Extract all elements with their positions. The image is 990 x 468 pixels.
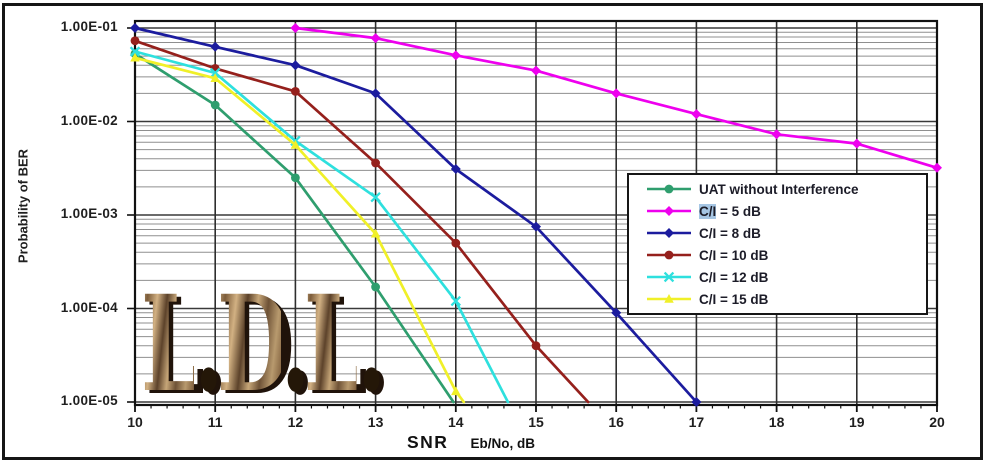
x-tick-label: 19: [849, 414, 865, 430]
legend-marker-triangle-icon: [647, 294, 691, 303]
legend: UAT without Interference C/I = 5 dB C/I = …: [627, 173, 928, 315]
y-tick-label: 1.00E-05: [60, 393, 118, 408]
x-tick-label: 15: [528, 414, 544, 430]
x-tick-label: 14: [448, 414, 464, 430]
legend-item-label: C/I = 5 dB: [699, 203, 761, 219]
x-tick-label: 17: [688, 414, 705, 430]
legend-item: C/I = 15 dB: [645, 290, 922, 308]
legend-item: C/I = 5 dB: [645, 202, 922, 220]
x-tick-label: 20: [929, 414, 945, 430]
legend-item: C/I = 12 dB: [645, 268, 922, 286]
series-c-i-8-db: [130, 23, 702, 407]
y-tick-label: 1.00E-02: [60, 112, 118, 128]
legend-marker-diamond-icon: [647, 206, 691, 216]
legend-marker-x-icon: [647, 271, 691, 283]
x-axis-title: SNR Eb/No, dB: [407, 432, 535, 453]
x-tick-label: 11: [207, 414, 223, 430]
x-tick-label: 10: [127, 414, 143, 430]
x-tick-label: 18: [768, 414, 785, 430]
legend-item: C/I = 8 dB: [645, 224, 922, 242]
legend-item: C/I = 10 dB: [645, 246, 922, 264]
series-c-i-10-db: [130, 36, 590, 404]
legend-item: UAT without Interference: [645, 180, 922, 198]
x-axis-title-units: Eb/No, dB: [470, 436, 535, 451]
series-c-i-15-db: [130, 52, 466, 404]
x-tick-label: 16: [608, 414, 624, 430]
legend-item-label: UAT without Interference: [699, 181, 859, 197]
x-tick-label: 13: [367, 414, 384, 430]
series-c-i-12-db: [129, 46, 510, 404]
legend-marker-circle-icon: [647, 184, 691, 194]
legend-item-label: C/I = 12 dB: [699, 269, 769, 285]
legend-item-label: C/I = 15 dB: [699, 291, 769, 307]
y-axis-title: Probability of BER: [15, 148, 31, 264]
x-axis-title-snr: SNR: [407, 432, 449, 452]
x-tick-label: 12: [287, 414, 304, 430]
y-tick-label: 1.00E-04: [60, 299, 118, 315]
series-c-i-5-db: [290, 23, 942, 173]
y-tick-label: 1.00E-01: [60, 19, 118, 34]
legend-marker-diamond-icon: [647, 228, 691, 238]
legend-marker-circle-icon: [647, 250, 691, 260]
legend-item-label: C/I = 10 dB: [699, 247, 769, 263]
legend-item-label: C/I = 8 dB: [699, 225, 761, 241]
y-tick-label: 1.00E-03: [60, 206, 118, 221]
